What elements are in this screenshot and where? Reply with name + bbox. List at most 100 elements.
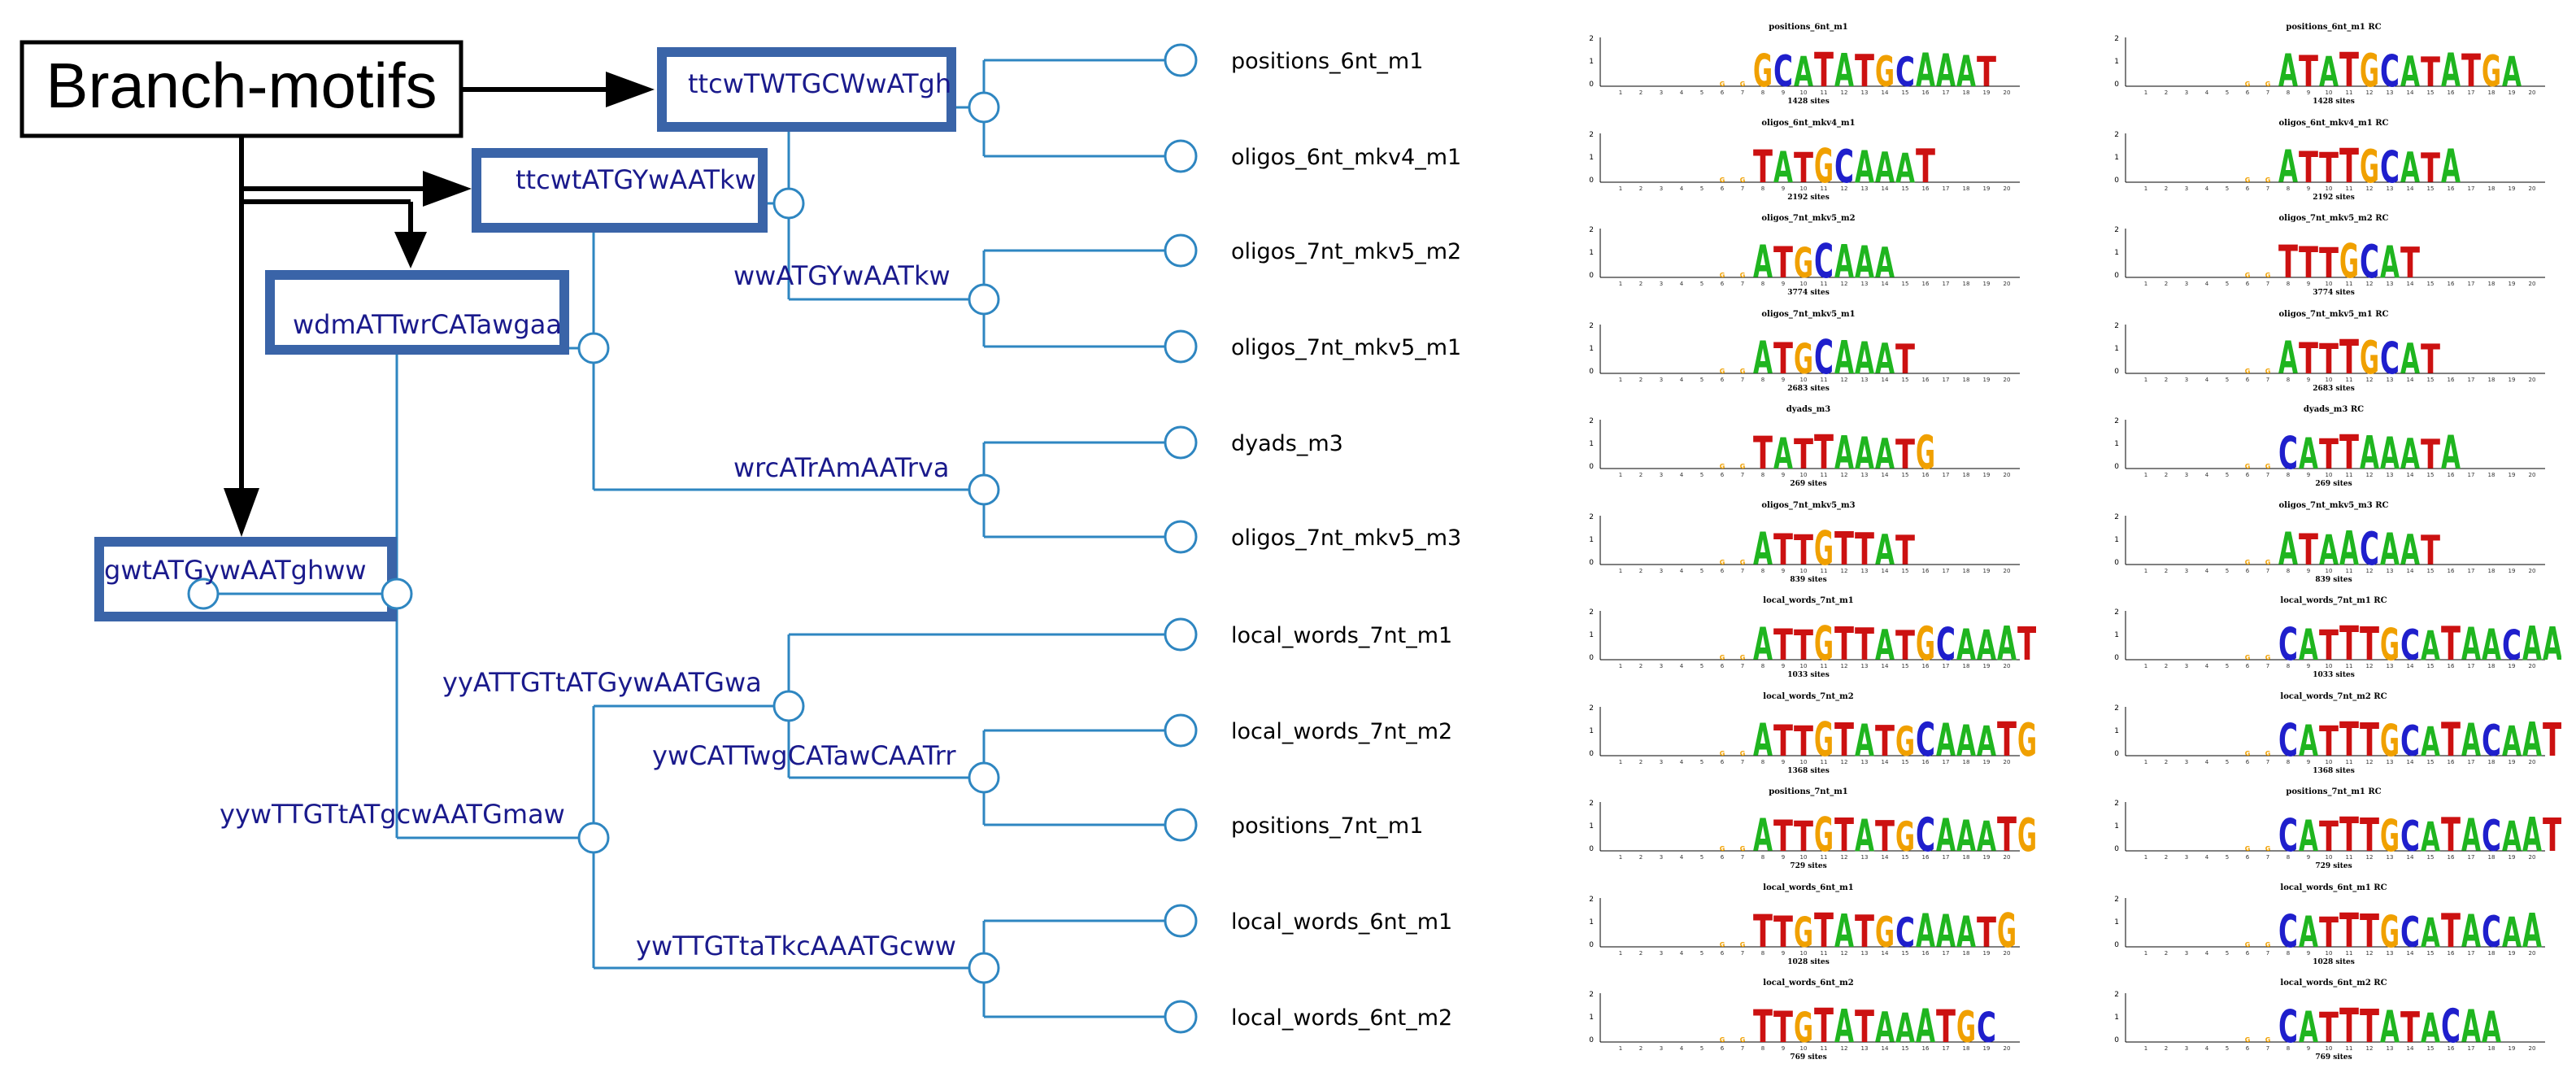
logo-x-tick: 20 [2004,759,2011,765]
logo-x-tick: 10 [2326,472,2333,478]
node-labels: gwtATGywAATghww wdmATTwrCATawgaa ttcwtAT… [104,68,956,961]
logo-x-tick: 6 [2246,663,2250,669]
logo-letter: G [1997,903,2017,958]
logo-x-tick: 13 [2387,377,2394,383]
leaf-labels: positions_6nt_m1 oligos_6nt_mkv4_m1 olig… [1231,49,1461,1031]
logo-x-tick: 15 [2427,281,2435,287]
box-wdm [265,270,569,355]
logo-letter: G [2360,45,2379,98]
logo-letter: G [2380,715,2400,766]
logo-letter: C [2502,622,2522,670]
logo-x-tick: 5 [1700,472,1704,478]
logo-x-tick: 5 [1700,1045,1704,1052]
logo-x-tick: 6 [2246,377,2250,383]
logo-letter: G [1720,941,1725,948]
logo-x-tick: 1 [1619,1045,1622,1052]
logo-x-tick: 19 [2509,377,2516,383]
logo-sites: 2683 sites [1787,385,1830,393]
logo-letter: A [2441,140,2461,194]
logo-y-tick: 0 [1589,845,1594,853]
logo-x-tick: 8 [2287,185,2290,192]
logo-x-tick: 16 [1922,568,1930,574]
logo-x-tick: 10 [1800,472,1808,478]
logo-x-tick: 16 [2448,185,2455,192]
logo-sites: 1428 sites [1787,98,1830,106]
logo-x-tick: 8 [2287,89,2290,96]
logo-x-tick: 17 [1943,281,1950,287]
logo-letter: A [1855,142,1874,193]
logo-x-tick: 13 [1861,759,1869,765]
logo-x-tick: 20 [2529,568,2536,574]
logo-x-tick: 13 [1861,185,1869,192]
logo-x-tick: 8 [1761,759,1764,765]
logo-x-tick: 1 [1619,759,1622,765]
logo-letter: A [2299,1003,2318,1053]
logo-x-tick: 9 [2307,568,2310,574]
logo-x-tick: 6 [2246,185,2250,192]
logo-x-tick: 18 [2488,759,2496,765]
logo-x-tick: 15 [1902,568,1909,574]
logo-letter: T [1916,140,1935,194]
logo-x-tick: 4 [1680,950,1684,957]
box-root [94,537,397,621]
logo-letter: A [1773,429,1793,479]
logo-letter: A [1794,49,1813,97]
logo-x-tick: 6 [1721,759,1725,765]
logo-title: local_words_6nt_m1 RC [2280,883,2387,892]
logo-letter: G [1720,654,1725,661]
logo-x-tick: 3 [2185,377,2188,383]
logo-letter: A [2299,429,2318,479]
logo-x-tick: 19 [1983,185,1991,192]
logo-y-tick: 2 [2114,704,2119,713]
logo-letter: A [1936,714,1956,766]
logo-letter: G [2245,845,2251,852]
logo-letter: G [2265,177,2271,184]
logo-y-tick: 2 [1589,800,1594,808]
logo-x-tick: 10 [2326,185,2333,192]
logo-letter: G [1814,807,1834,862]
logo-x-tick: 13 [1861,663,1869,669]
logo-letter: T [1794,431,1813,479]
logo-y-tick: 2 [2114,131,2119,139]
logo-letter: A [1875,335,1895,384]
logo-x-tick: 10 [2326,950,2333,957]
logo-letter: C [2278,1001,2298,1053]
logo-letter: A [1977,622,1996,670]
logo-x-tick: 15 [2427,568,2435,574]
logo-x-tick: 20 [2004,568,2011,574]
logo-x-tick: 6 [1721,472,1725,478]
logo-x-tick: 3 [2185,281,2188,287]
leaf-label: oligos_7nt_mkv5_m3 [1231,525,1461,551]
logo-x-tick: 4 [2205,663,2209,669]
logo-x-tick: 3 [1660,568,1663,574]
logo-4: dyads_m3 2 1 0 1 2 3 4 5 6 7 8 9 10 11 12 13 14 15 16 17 18 19… [1581,402,2036,488]
logo-x-tick: 4 [1680,854,1684,861]
logo-letter: C [2360,523,2379,576]
logo-x-tick: 3 [2185,568,2188,574]
logo-letter: C [2400,813,2420,861]
logo-title: positions_7nt_m1 [1769,787,1847,796]
logo-x-tick: 15 [1902,472,1909,478]
logo-letter: G [1814,712,1834,767]
logo-y-tick: 0 [1589,368,1594,376]
logo-x-tick: 10 [1800,89,1808,96]
logo-x-tick: 11 [1821,663,1828,669]
logo-title: oligos_7nt_mkv5_m2 RC [2279,214,2389,223]
logo-letter: A [1956,812,1976,861]
logo-x-tick: 11 [1821,377,1828,383]
logo-x-tick: 1 [1619,950,1622,957]
logo-sites: 1033 sites [1787,671,1830,679]
logo-letter: C [2400,717,2420,766]
logo-x-tick: 13 [2387,1045,2394,1052]
leaf-label: oligos_7nt_mkv5_m1 [1231,335,1461,360]
logo-sites: 3774 sites [2313,289,2355,297]
logo-sites: 269 sites [1790,480,1826,488]
logo-x-tick: 4 [1680,568,1684,574]
logo-x-tick: 11 [2346,663,2353,669]
logo-x-tick: 17 [1943,568,1950,574]
logo-y-tick: 1 [1589,154,1594,162]
